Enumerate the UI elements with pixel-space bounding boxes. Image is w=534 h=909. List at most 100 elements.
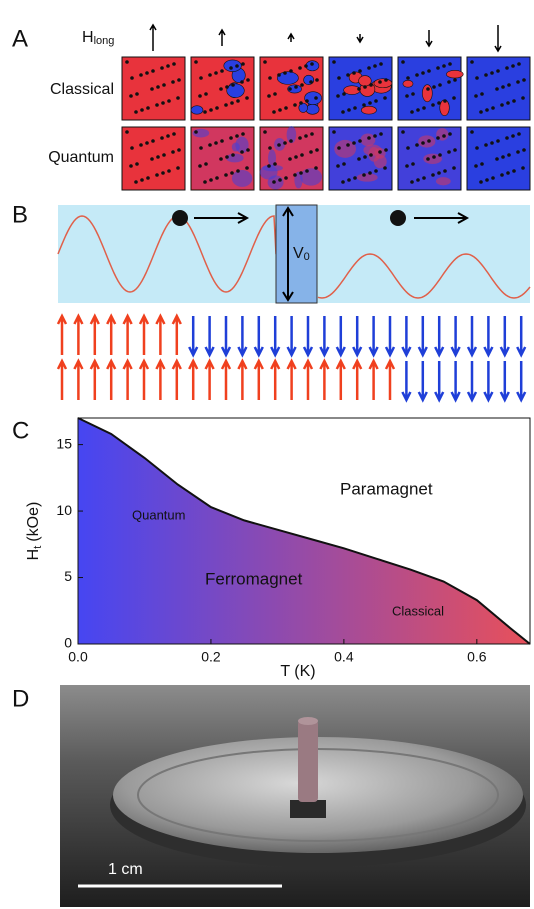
impurity (438, 153, 442, 157)
x-tick-label: 0.4 (334, 649, 354, 665)
impurity (225, 155, 229, 159)
impurity (500, 173, 504, 177)
impurity (172, 62, 176, 66)
impurity (289, 69, 293, 73)
impurity (198, 164, 202, 168)
spin (253, 358, 264, 400)
field-arrow (149, 23, 157, 51)
impurity (230, 171, 234, 175)
domain (231, 169, 253, 187)
impurity (199, 76, 203, 80)
spin (237, 358, 248, 400)
impurity (443, 99, 447, 103)
phase-boundary (77, 417, 531, 645)
impurity (517, 132, 521, 136)
impurity (447, 150, 451, 154)
impurity (373, 134, 377, 138)
impurity (357, 87, 361, 91)
spin (73, 358, 84, 400)
impurity (220, 69, 224, 73)
impurity (442, 64, 446, 68)
field-arrow (356, 34, 364, 44)
impurity (480, 162, 484, 166)
impurity (358, 69, 362, 73)
spin (417, 316, 428, 358)
impurity (410, 110, 414, 114)
impurity (485, 108, 489, 112)
impurity (347, 178, 351, 182)
impurity (405, 164, 409, 168)
impurity (368, 171, 372, 175)
impurity (294, 155, 298, 159)
panel-letter: A (12, 25, 28, 52)
y-tick-label: 5 (64, 568, 72, 584)
impurity (367, 66, 371, 70)
x-axis-label: T (K) (280, 663, 315, 680)
impurity (231, 153, 235, 157)
particle (390, 210, 406, 226)
impurity (273, 92, 277, 96)
impurity (309, 80, 313, 84)
impurity (511, 64, 515, 68)
x-tick-label: 0.6 (467, 649, 487, 665)
spin (253, 316, 264, 358)
impurity (146, 106, 150, 110)
wavefunction (57, 215, 531, 299)
region-label: Quantum (132, 507, 185, 522)
spin (352, 358, 363, 400)
impurity (134, 110, 138, 114)
impurity (135, 162, 139, 166)
domain (402, 79, 414, 88)
particle (172, 210, 188, 226)
impurity (220, 139, 224, 143)
impurity (353, 106, 357, 110)
region-label: Ferromagnet (205, 569, 303, 588)
impurity (240, 80, 244, 84)
spin (483, 361, 494, 403)
impurity (443, 169, 447, 173)
spin (106, 313, 117, 355)
impurity (293, 103, 297, 107)
impurity (484, 143, 488, 147)
impurity (496, 69, 500, 73)
field-label: Hlong (82, 29, 114, 47)
domain (446, 70, 464, 79)
impurity (236, 99, 240, 103)
impurity (516, 80, 520, 84)
spin (188, 358, 199, 400)
spin (450, 316, 461, 358)
spin (270, 316, 281, 358)
impurity (176, 166, 180, 170)
impurity (421, 141, 425, 145)
impurity (177, 148, 181, 152)
impurity (304, 134, 308, 138)
impurity (500, 103, 504, 107)
impurity (161, 101, 165, 105)
impurity (219, 157, 223, 161)
spin (122, 313, 133, 355)
spin (237, 316, 248, 358)
impurity (267, 164, 271, 168)
impurity (332, 130, 336, 134)
region-label: Paramagnet (340, 479, 433, 498)
impurity (215, 176, 219, 180)
impurity (352, 71, 356, 75)
impurity (401, 130, 405, 134)
impurity (453, 148, 457, 152)
impurity (521, 96, 525, 100)
impurity (160, 136, 164, 140)
impurity (426, 157, 430, 161)
impurity (505, 66, 509, 70)
domain (373, 154, 387, 169)
impurity (134, 180, 138, 184)
impurity (314, 96, 318, 100)
impurity (294, 85, 298, 89)
spin (171, 358, 182, 400)
impurity (166, 64, 170, 68)
panel-letter: D (12, 685, 29, 712)
domain (363, 144, 382, 156)
spin (384, 358, 396, 400)
impurity (384, 78, 388, 82)
field-arrow (494, 25, 502, 53)
